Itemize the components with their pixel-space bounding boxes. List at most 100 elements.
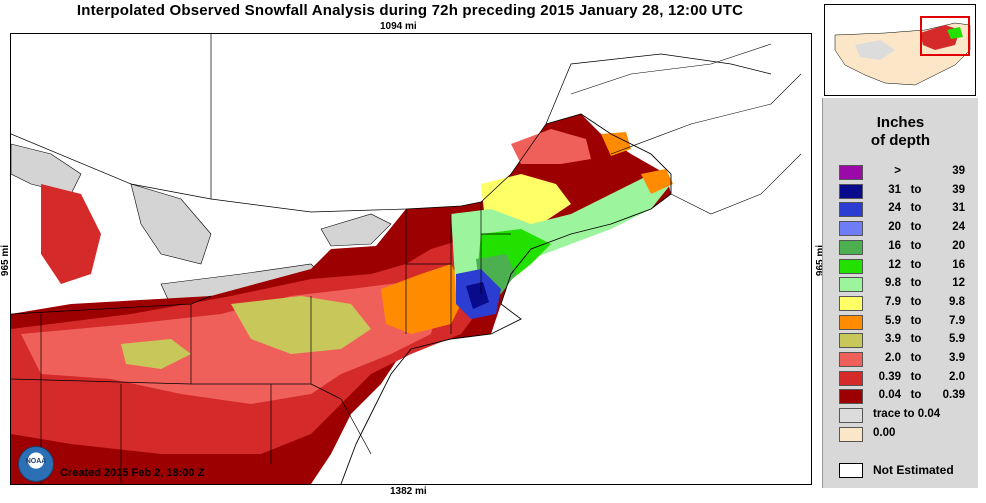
legend-label-to: to [910, 202, 922, 215]
coastline [340, 113, 672, 484]
legend-swatch [839, 165, 863, 180]
inset-gray-area [855, 40, 895, 60]
st-lawrence-gulf [570, 43, 802, 215]
inset-highlight-box [920, 16, 970, 56]
legend-label-low: 5.9 [885, 314, 901, 327]
snowfall-map[interactable] [10, 33, 812, 485]
legend-swatch [839, 239, 863, 255]
legend-item: 20 to 24 [839, 220, 979, 238]
legend-swatch [839, 183, 863, 199]
legend-label-high: 0.39 [942, 389, 965, 402]
noaa-logo-text: NOAA [25, 458, 47, 465]
scale-label-top: 1094 mi [380, 21, 417, 32]
legend-swatch [839, 202, 863, 218]
legend-item: 31 to 39 [839, 183, 979, 201]
legend-label-high: 5.9 [949, 333, 965, 346]
legend-item: 7.9 to 9.8 [839, 295, 979, 313]
legend-label-high: 2.0 [949, 370, 965, 383]
legend-swatch [839, 277, 863, 293]
legend-label-to: to [910, 183, 922, 196]
legend-label-to: to [910, 314, 922, 327]
legend-label-high: 39 [952, 183, 965, 196]
legend-label-to: to [910, 295, 922, 308]
snow-39-59-patch [231, 296, 371, 354]
legend-item: 2.0 to 3.9 [839, 351, 979, 369]
legend-item: 9.8 to 12 [839, 276, 979, 294]
legend-item: 12 to 16 [839, 258, 979, 276]
legend-label: trace to 0.04 [873, 408, 941, 421]
snow-michigan [41, 184, 101, 284]
legend-item: 0.39 to 2.0 [839, 370, 979, 388]
created-timestamp: Created 2015 Feb 2, 18:00 Z [60, 467, 205, 479]
legend-label-low: 0.04 [878, 389, 901, 402]
legend-label-low: 2.0 [885, 352, 901, 364]
legend-item: 3.9 to 5.9 [839, 332, 979, 350]
legend-label-high: 9.8 [949, 295, 965, 308]
inset-map-canvas [834, 16, 971, 86]
legend-label-to: to [910, 258, 922, 271]
legend-item: 0.00 [839, 426, 979, 444]
inset-green-area [947, 27, 963, 39]
legend-label-low: 31 [888, 183, 901, 196]
legend-label: 0.00 [873, 426, 896, 439]
legend-label-low: 7.9 [885, 295, 901, 308]
snow-dark-blue-core [466, 282, 489, 309]
legend-label-high: 31 [952, 202, 965, 215]
legend-label-high: 16 [952, 258, 965, 271]
legend-item: 5.9 to 7.9 [839, 314, 979, 332]
legend-label-high: 7.9 [949, 314, 965, 327]
legend-label-low: > [894, 165, 901, 177]
legend-label-high: 12 [952, 277, 965, 290]
lake-huron [130, 183, 212, 265]
legend-swatch [839, 370, 863, 386]
legend-item: >39 [839, 164, 979, 182]
legend-label-low: 12 [888, 258, 901, 271]
legend-swatch [839, 258, 863, 274]
legend-label-to: to [910, 389, 922, 402]
legend-item: 24 to 31 [839, 201, 979, 219]
legend-label-low: 24 [888, 202, 901, 215]
legend-item: 0.04 to 0.39 [839, 388, 979, 406]
legend-label-to: to [910, 221, 922, 234]
legend-label-high: 3.9 [949, 352, 965, 364]
map-title: Interpolated Observed Snowfall Analysis … [76, 2, 744, 19]
snowfall-map-canvas [11, 34, 802, 484]
snow-39-59-patch-2 [121, 339, 191, 369]
legend-label-high: 24 [952, 221, 965, 234]
noaa-logo-icon: NOAA [18, 446, 54, 482]
legend-label-to: to [910, 352, 922, 364]
scale-label-bottom: 1382 mi [390, 486, 427, 497]
legend-swatch [839, 333, 863, 349]
legend-label-low: 20 [888, 221, 901, 234]
legend-item: trace to 0.04 [839, 407, 979, 425]
legend-swatch [839, 221, 863, 237]
legend-label-to: to [910, 333, 922, 346]
canada-border [11, 34, 772, 213]
legend-label-not-estimated: Not Estimated [873, 463, 954, 477]
legend-swatch [839, 295, 863, 311]
snow-orange-coast [641, 169, 673, 194]
legend-swatch [839, 426, 863, 442]
legend-swatch [839, 389, 863, 405]
state-borders [11, 202, 511, 484]
legend-title-line1: Inches [876, 114, 925, 131]
legend-title-line2: of depth [870, 132, 931, 149]
legend-label-high: 20 [952, 239, 965, 252]
legend-swatch [839, 408, 863, 424]
snow-red-north-maine [511, 129, 591, 164]
legend-label-low: 9.8 [885, 277, 901, 290]
snow-orange-maine [601, 132, 631, 156]
legend-label-high: 39 [952, 165, 965, 177]
legend-label-to: to [910, 277, 922, 290]
legend-label-to: to [910, 370, 922, 383]
legend-swatch [839, 352, 863, 367]
legend-item: 16 to 20 [839, 239, 979, 257]
legend-label-low: 16 [888, 239, 901, 252]
snow-orange-band [381, 264, 466, 334]
legend-swatch-not-estimated [839, 463, 863, 478]
inset-overview-map[interactable] [824, 4, 976, 96]
lake-ontario [320, 213, 392, 247]
legend-label-low: 0.39 [878, 370, 901, 383]
right-panel: Inches of depth >39 31 to 39 24 to 31 20 to 24 16 t… [822, 0, 986, 503]
legend: Inches of depth >39 31 to 39 24 to 31 20 to 24 16 t… [822, 98, 978, 488]
